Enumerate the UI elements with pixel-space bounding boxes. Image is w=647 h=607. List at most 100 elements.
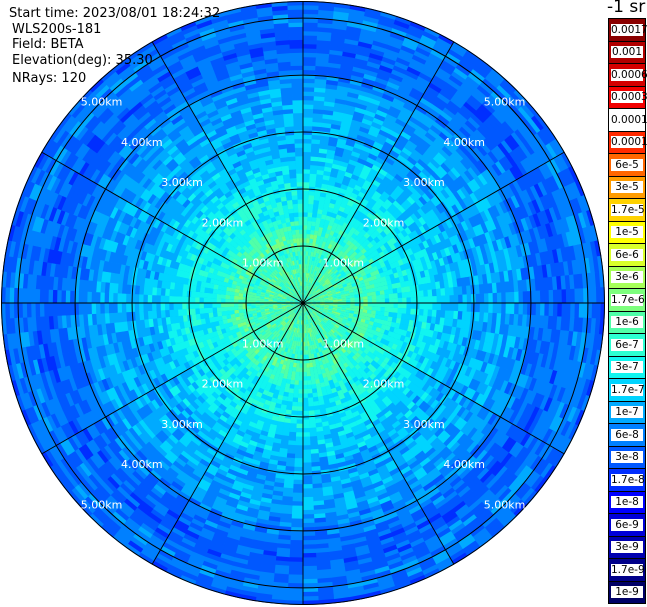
backscatter-cell (303, 9, 319, 15)
backscatter-cell (479, 140, 492, 154)
backscatter-cell (495, 202, 505, 216)
backscatter-cell (447, 100, 462, 113)
backscatter-cell (389, 165, 400, 174)
backscatter-cell (308, 277, 312, 283)
backscatter-cell (429, 124, 443, 136)
backscatter-cell (302, 440, 311, 446)
backscatter-cell (395, 185, 405, 195)
backscatter-cell (353, 61, 368, 70)
backscatter-cell (568, 199, 579, 216)
backscatter-cell (397, 204, 407, 214)
backscatter-cell (330, 279, 337, 285)
backscatter-cell (402, 102, 416, 113)
backscatter-cell (537, 181, 549, 197)
backscatter-cell (368, 197, 377, 206)
backscatter-cell (488, 218, 497, 231)
backscatter-cell (397, 52, 413, 63)
backscatter-cell (303, 147, 312, 153)
backscatter-cell (360, 168, 370, 177)
backscatter-cell (303, 13, 319, 19)
backscatter-cell (327, 282, 333, 287)
backscatter-cell (316, 165, 325, 171)
backscatter-cell (522, 189, 533, 204)
backscatter-cell (437, 191, 447, 202)
backscatter-cell (308, 190, 315, 196)
backscatter-cell (367, 241, 374, 249)
backscatter-cell (367, 152, 378, 161)
backscatter-cell (315, 298, 321, 301)
backscatter-cell (303, 116, 313, 123)
backscatter-cell (510, 195, 521, 209)
backscatter-cell (320, 274, 326, 280)
backscatter-cell (385, 137, 397, 147)
backscatter-cell (323, 294, 329, 298)
backscatter-cell (368, 97, 381, 106)
backscatter-cell (374, 175, 384, 184)
backscatter-cell (362, 77, 376, 86)
backscatter-cell (536, 211, 546, 226)
backscatter-cell (383, 227, 391, 236)
backscatter-cell (302, 363, 307, 369)
backscatter-cell (369, 182, 379, 191)
backscatter-cell (452, 234, 461, 245)
backscatter-cell (308, 286, 312, 292)
backscatter-cell (490, 147, 503, 162)
backscatter-cell (321, 178, 330, 185)
backscatter-cell (315, 65, 329, 72)
backscatter-cell (489, 113, 503, 128)
backscatter-cell (495, 238, 504, 251)
backscatter-cell (315, 281, 320, 287)
backscatter-cell (415, 227, 424, 237)
backscatter-cell (363, 179, 373, 188)
backscatter-cell (309, 282, 313, 288)
backscatter-cell (564, 167, 576, 184)
backscatter-cell (322, 260, 328, 266)
backscatter-cell (348, 127, 360, 135)
backscatter-cell (467, 72, 483, 86)
backscatter-cell (349, 277, 355, 282)
backscatter-cell (310, 288, 315, 293)
backscatter-cell (309, 293, 314, 298)
backscatter-cell (303, 155, 311, 161)
backscatter-cell (303, 289, 305, 295)
backscatter-cell (307, 220, 312, 226)
backscatter-cell (303, 164, 311, 170)
backscatter-cell (526, 137, 539, 153)
backscatter-cell (433, 225, 442, 235)
backscatter-cell (311, 298, 317, 301)
backscatter-cell (319, 249, 324, 255)
backscatter-cell (330, 288, 336, 293)
backscatter-cell (314, 286, 319, 291)
backscatter-cell (376, 72, 391, 82)
backscatter-cell (400, 178, 411, 188)
backscatter-cell (383, 209, 392, 218)
backscatter-cell (318, 267, 323, 274)
backscatter-cell (552, 205, 563, 221)
backscatter-cell (376, 132, 388, 142)
backscatter-cell (386, 232, 395, 240)
backscatter-cell (395, 196, 405, 206)
backscatter-cell (317, 253, 322, 259)
backscatter-cell (307, 286, 311, 292)
backscatter-cell (302, 427, 310, 434)
backscatter-cell (552, 138, 566, 155)
backscatter-cell (404, 234, 412, 243)
backscatter-cell (352, 169, 362, 177)
backscatter-cell (376, 303, 382, 308)
backscatter-cell (356, 98, 369, 107)
backscatter-cell (349, 177, 358, 185)
backscatter-cell (536, 130, 550, 146)
backscatter-cell (487, 206, 497, 219)
backscatter-cell (572, 197, 583, 214)
backscatter-cell (303, 91, 315, 97)
backscatter-cell (409, 192, 419, 203)
backscatter-cell (310, 225, 316, 231)
backscatter-cell (305, 276, 308, 282)
backscatter-cell (303, 26, 318, 32)
backscatter-cell (343, 285, 349, 290)
backscatter-cell (414, 243, 422, 253)
backscatter-cell (361, 145, 372, 154)
backscatter-cell (377, 19, 395, 29)
backscatter-cell (415, 186, 426, 197)
backscatter-cell (309, 293, 314, 298)
